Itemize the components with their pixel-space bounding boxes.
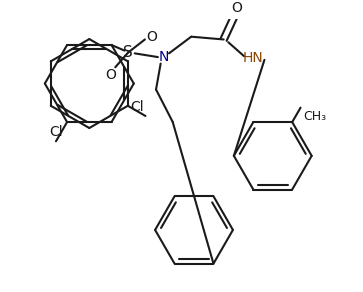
Text: N: N xyxy=(158,50,169,64)
Text: O: O xyxy=(231,1,242,15)
Text: CH₃: CH₃ xyxy=(303,110,326,124)
Text: O: O xyxy=(146,30,157,44)
Text: Cl: Cl xyxy=(130,100,144,114)
Text: HN: HN xyxy=(243,51,264,65)
Text: O: O xyxy=(105,68,116,82)
Text: S: S xyxy=(123,45,133,60)
Text: Cl: Cl xyxy=(49,124,63,138)
